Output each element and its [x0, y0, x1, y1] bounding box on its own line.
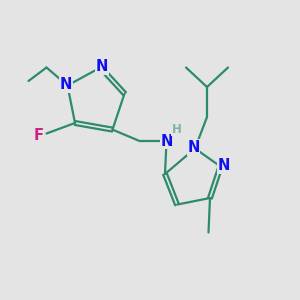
Text: N: N — [217, 158, 230, 173]
Text: N: N — [187, 140, 200, 155]
Text: N: N — [60, 77, 72, 92]
Text: N: N — [160, 134, 173, 148]
Text: F: F — [34, 128, 44, 143]
Text: N: N — [96, 59, 108, 74]
Text: H: H — [172, 122, 182, 136]
